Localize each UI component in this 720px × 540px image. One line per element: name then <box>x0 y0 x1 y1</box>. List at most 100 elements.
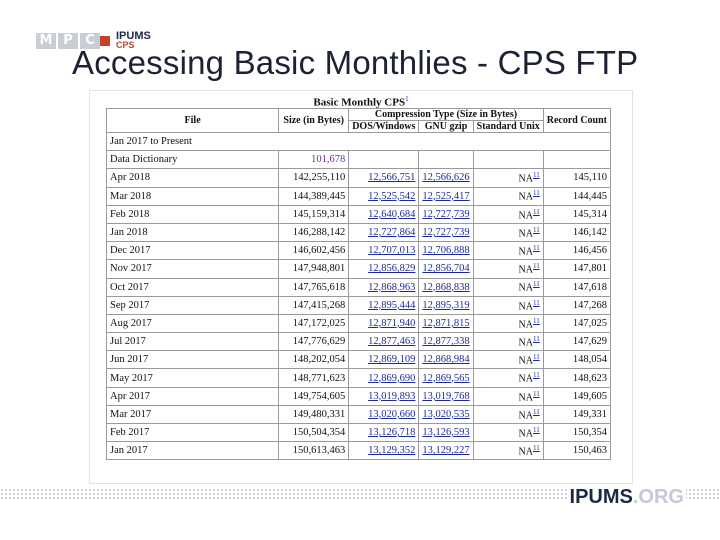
table-row: Mar 2017 149,480,331 13,020,660 13,020,535 N… <box>105 404 612 425</box>
na-text: NA <box>518 264 533 276</box>
gzip-download-link[interactable]: 12,566,626 <box>418 168 474 188</box>
unix-na-cell: NA11 <box>472 168 544 188</box>
gzip-download-link[interactable]: 12,706,888 <box>418 241 474 261</box>
na-text: NA <box>518 282 533 294</box>
file-cell: Apr 2018 <box>105 168 280 188</box>
dos-download-link[interactable]: 13,019,893 <box>348 386 420 406</box>
na-footnote-link[interactable]: 11 <box>532 353 540 362</box>
dos-download-link[interactable]: 12,871,940 <box>348 313 420 334</box>
dos-download-link[interactable]: 12,566,751 <box>348 168 420 188</box>
na-footnote-link[interactable]: 11 <box>532 280 540 289</box>
size-cell: 146,602,456 <box>278 241 350 261</box>
header-dos: DOS/Windows <box>348 120 420 133</box>
na-footnote-link[interactable]: 11 <box>532 371 540 380</box>
dos-download-link[interactable]: 13,129,352 <box>348 441 420 461</box>
gzip-download-link[interactable]: 12,856,704 <box>418 259 474 279</box>
unix-na-cell: NA11 <box>472 295 544 315</box>
dos-download-link[interactable]: 12,895,444 <box>348 295 420 315</box>
gzip-download-link[interactable]: 12,868,984 <box>418 350 474 370</box>
ipums-cps-wordmark: IPUMS CPS <box>116 30 151 50</box>
header-compression: Compression Type (Size in Bytes) <box>348 108 544 121</box>
gzip-download-link[interactable]: 12,868,838 <box>418 277 474 297</box>
table-row: Oct 2017 147,765,618 12,868,963 12,868,838 N… <box>105 277 612 297</box>
dos-download-link[interactable]: 12,869,109 <box>348 350 420 370</box>
gzip-download-link[interactable]: 12,727,739 <box>418 222 474 243</box>
unix-na-cell: NA11 <box>472 441 544 461</box>
unix-na-cell: NA11 <box>472 186 544 206</box>
mpc-letter: C <box>80 33 100 49</box>
dos-download-link[interactable]: 12,707,013 <box>348 241 420 261</box>
na-footnote-link[interactable]: 11 <box>532 225 540 234</box>
gzip-download-link[interactable]: 12,871,815 <box>418 313 474 334</box>
gzip-download-link[interactable]: 13,129,227 <box>418 441 474 461</box>
na-footnote-link[interactable]: 11 <box>532 262 540 271</box>
gzip-download-link[interactable]: 12,525,417 <box>418 186 474 206</box>
record-count-cell: 148,054 <box>542 350 612 370</box>
file-cell: Jan 2018 <box>105 222 280 243</box>
table-row: Jul 2017 147,776,629 12,877,463 12,877,338 N… <box>105 332 612 352</box>
na-text: NA <box>518 210 533 221</box>
dos-download-link[interactable]: 12,525,542 <box>348 186 420 206</box>
na-text: NA <box>518 319 533 331</box>
gzip-download-link[interactable]: 12,895,319 <box>418 295 474 315</box>
table-row: Dec 2017 146,602,456 12,707,013 12,706,888 N… <box>105 241 612 261</box>
record-count-cell: 147,801 <box>542 259 612 279</box>
gzip-download-link[interactable]: 13,020,535 <box>418 404 474 425</box>
na-footnote-link[interactable]: 11 <box>532 171 540 180</box>
dos-download-link[interactable]: 12,856,829 <box>348 259 420 279</box>
dos-download-link[interactable]: 12,640,684 <box>348 204 420 224</box>
unix-na-cell: NA11 <box>472 386 544 406</box>
record-count-cell: 144,445 <box>542 186 612 206</box>
table-row: Jun 2017 148,202,054 12,869,109 12,868,984 N… <box>105 350 612 370</box>
file-cell: Oct 2017 <box>105 277 280 297</box>
size-cell: 147,948,801 <box>278 259 350 279</box>
dos-download-link[interactable]: 12,727,864 <box>348 222 420 243</box>
size-cell: 149,754,605 <box>278 386 350 406</box>
dos-download-link[interactable]: 12,877,463 <box>348 332 420 352</box>
na-footnote-link[interactable]: 11 <box>532 244 540 253</box>
na-footnote-link[interactable]: 11 <box>532 316 540 325</box>
table-row: Apr 2018 142,255,110 12,566,751 12,566,626 N… <box>105 168 612 188</box>
record-count-cell: 150,354 <box>542 422 612 443</box>
dos-download-link[interactable]: 12,868,963 <box>348 277 420 297</box>
gzip-download-link[interactable]: 12,869,565 <box>418 368 474 388</box>
size-cell: 150,504,354 <box>278 422 350 443</box>
mpc-letter: P <box>58 33 78 49</box>
gzip-download-link[interactable]: 13,019,768 <box>418 386 474 406</box>
na-footnote-link[interactable]: 11 <box>532 189 540 198</box>
na-footnote-link[interactable]: 11 <box>532 207 540 216</box>
table-row: Feb 2018 145,159,314 12,640,684 12,727,739 N… <box>105 204 612 224</box>
dos-download-link[interactable]: 12,869,690 <box>348 368 420 388</box>
gzip-download-link[interactable]: 13,126,593 <box>418 422 474 443</box>
na-footnote-link[interactable]: 11 <box>532 425 540 434</box>
na-text: NA <box>518 355 533 367</box>
file-cell: Jul 2017 <box>105 332 280 352</box>
gzip-download-link[interactable]: 12,877,338 <box>418 332 474 352</box>
na-footnote-link[interactable]: 11 <box>532 389 540 398</box>
size-cell: 150,613,463 <box>278 441 350 461</box>
caption-footnote-link[interactable]: 1 <box>405 95 409 103</box>
mpc-ipums-cps-logo: M P C IPUMS CPS <box>36 30 151 50</box>
record-count-cell: 148,623 <box>542 368 612 388</box>
na-footnote-link[interactable]: 11 <box>532 334 540 343</box>
na-footnote-link[interactable]: 11 <box>532 298 540 307</box>
org-logo-text: .ORG <box>632 486 684 508</box>
dos-download-link[interactable]: 13,020,660 <box>348 404 420 425</box>
cps-text: CPS <box>116 40 135 50</box>
size-cell: 145,159,314 <box>278 204 350 224</box>
unix-na-cell: NA11 <box>472 422 544 443</box>
record-count-cell: 147,629 <box>542 332 612 352</box>
data-dictionary-size-link[interactable]: 101,678 <box>278 150 350 170</box>
record-count-cell: 145,110 <box>542 168 612 188</box>
na-text: NA <box>518 173 533 185</box>
section-row: Jan 2017 to Present <box>106 131 611 152</box>
table-row: Nov 2017 147,948,801 12,856,829 12,856,704 N… <box>105 259 612 279</box>
unix-na-cell: NA11 <box>472 259 544 279</box>
ipums-text: IPUMS <box>116 30 151 42</box>
gzip-download-link[interactable]: 12,727,739 <box>418 204 474 224</box>
na-footnote-link[interactable]: 11 <box>532 407 540 416</box>
na-footnote-link[interactable]: 11 <box>532 444 540 453</box>
data-dictionary-row: Data Dictionary 101,678 <box>105 150 612 170</box>
dos-download-link[interactable]: 13,126,718 <box>348 422 420 443</box>
table-row: Apr 2017 149,754,605 13,019,893 13,019,768 N… <box>105 386 612 406</box>
